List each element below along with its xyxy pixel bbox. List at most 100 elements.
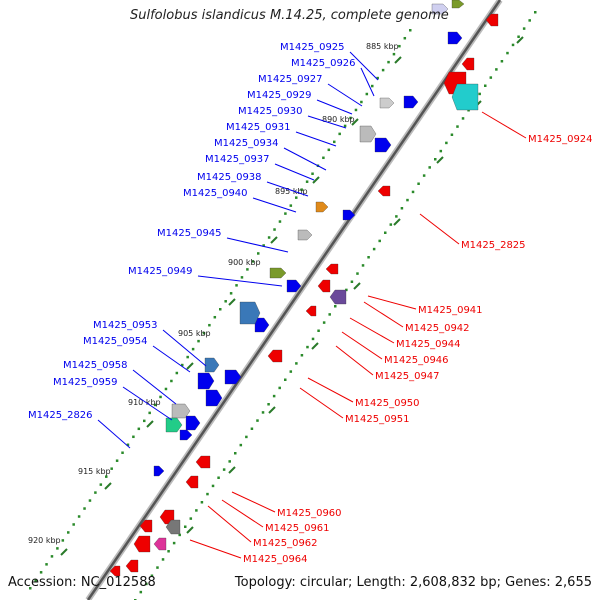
right-leader-line [189, 539, 242, 559]
left-leader-line [97, 419, 131, 449]
minus-strand-gene[interactable] [461, 57, 475, 71]
right-gene-label: M1425_2825 [461, 240, 526, 251]
dot-track [400, 207, 404, 210]
dot-track [411, 190, 415, 194]
dot-track [251, 260, 255, 263]
genome-backbone [86, 0, 502, 601]
minus-strand-gene[interactable] [139, 519, 153, 533]
right-gene-label: M1425_0946 [384, 355, 449, 366]
dot-track [434, 158, 437, 161]
dot-track [159, 395, 162, 399]
dot-track [522, 27, 526, 30]
minus-strand-gene[interactable] [125, 559, 139, 573]
scale-tick-label: 885 kbp [366, 42, 399, 51]
dot-track [121, 451, 124, 454]
left-gene-label: M1425_0925 [280, 42, 345, 53]
plus-strand-gene[interactable] [197, 372, 215, 390]
plus-strand-gene[interactable] [379, 97, 395, 109]
plus-strand-gene[interactable] [431, 3, 449, 15]
right-leader-line [231, 491, 276, 513]
left-gene-label: M1425_0929 [247, 90, 312, 101]
scale-tick-label: 915 kbp [78, 467, 111, 476]
dot-track [267, 403, 270, 406]
minus-strand-gene[interactable] [109, 565, 121, 577]
dot-track [305, 180, 309, 183]
dot-track [273, 228, 276, 231]
dot-track [334, 305, 337, 308]
right-gene-label: M1425_0944 [396, 339, 461, 350]
dot-track [143, 419, 146, 423]
dot-track [267, 236, 271, 239]
right-gene-label: M1425_0951 [345, 414, 410, 425]
minus-strand-gene[interactable] [165, 519, 181, 535]
minus-strand-gene[interactable] [325, 263, 339, 275]
dot-track [250, 427, 254, 430]
plus-strand-gene[interactable] [204, 357, 220, 373]
minus-strand-gene[interactable] [195, 455, 211, 469]
plus-strand-gene[interactable] [171, 403, 191, 419]
dot-track [229, 292, 233, 295]
dot-track [217, 476, 220, 479]
dot-track [311, 337, 315, 341]
left-leader-line [349, 51, 379, 81]
minus-strand-gene[interactable] [451, 83, 479, 111]
dot-track [61, 539, 65, 542]
tick-dash [268, 406, 276, 414]
plus-strand-gene[interactable] [451, 0, 465, 9]
minus-strand-gene[interactable] [329, 289, 347, 305]
minus-strand-gene[interactable] [185, 475, 199, 489]
plus-strand-gene[interactable] [179, 429, 193, 441]
plus-strand-gene[interactable] [447, 31, 463, 45]
left-gene-label: M1425_2826 [28, 410, 93, 421]
dot-track [77, 515, 81, 518]
dot-track [534, 11, 537, 14]
dot-track [83, 507, 86, 510]
plus-strand-gene[interactable] [315, 201, 329, 213]
dot-track [167, 550, 170, 553]
right-gene-label: M1425_0960 [277, 508, 342, 519]
minus-strand-gene[interactable] [305, 305, 317, 317]
plus-strand-gene[interactable] [153, 465, 165, 477]
dot-track [356, 272, 359, 275]
plus-strand-gene[interactable] [224, 369, 242, 385]
plus-strand-gene[interactable] [239, 301, 261, 325]
dot-track [322, 321, 326, 324]
minus-strand-gene[interactable] [153, 537, 167, 551]
dot-track [422, 174, 426, 177]
minus-strand-gene[interactable] [377, 185, 391, 197]
tick-dash [228, 466, 236, 474]
right-gene-label: M1425_0962 [253, 538, 318, 549]
plus-strand-gene[interactable] [359, 125, 377, 143]
dot-track [360, 100, 363, 104]
plus-strand-gene[interactable] [185, 415, 201, 431]
right-gene-label: M1425_0942 [405, 323, 470, 334]
dot-track [528, 19, 531, 22]
plus-strand-gene[interactable] [205, 389, 223, 407]
plus-strand-gene[interactable] [342, 209, 356, 221]
dot-track [88, 499, 92, 502]
minus-strand-gene[interactable] [485, 13, 499, 27]
plus-strand-gene[interactable] [165, 417, 183, 433]
minus-strand-gene[interactable] [267, 349, 283, 363]
scale-tick-label: 910 kbp [128, 398, 161, 407]
plus-strand-gene[interactable] [403, 95, 419, 109]
dot-track [381, 68, 385, 72]
dot-track [94, 491, 97, 494]
tick-dash [516, 36, 524, 44]
plus-strand-gene[interactable] [297, 229, 313, 241]
plus-strand-gene[interactable] [374, 137, 392, 153]
left-gene-label: M1425_0934 [214, 138, 279, 149]
plus-strand-gene[interactable] [269, 267, 287, 279]
dot-track [327, 148, 331, 152]
dot-track [132, 435, 135, 439]
minus-strand-gene[interactable] [317, 279, 331, 293]
minus-strand-gene[interactable] [133, 535, 151, 553]
dot-track [189, 517, 193, 520]
dot-track [239, 443, 243, 447]
dot-track [295, 362, 298, 365]
plus-strand-gene[interactable] [254, 317, 270, 333]
dot-track [317, 329, 320, 332]
left-leader-line [162, 329, 207, 367]
plus-strand-gene[interactable] [286, 279, 302, 293]
